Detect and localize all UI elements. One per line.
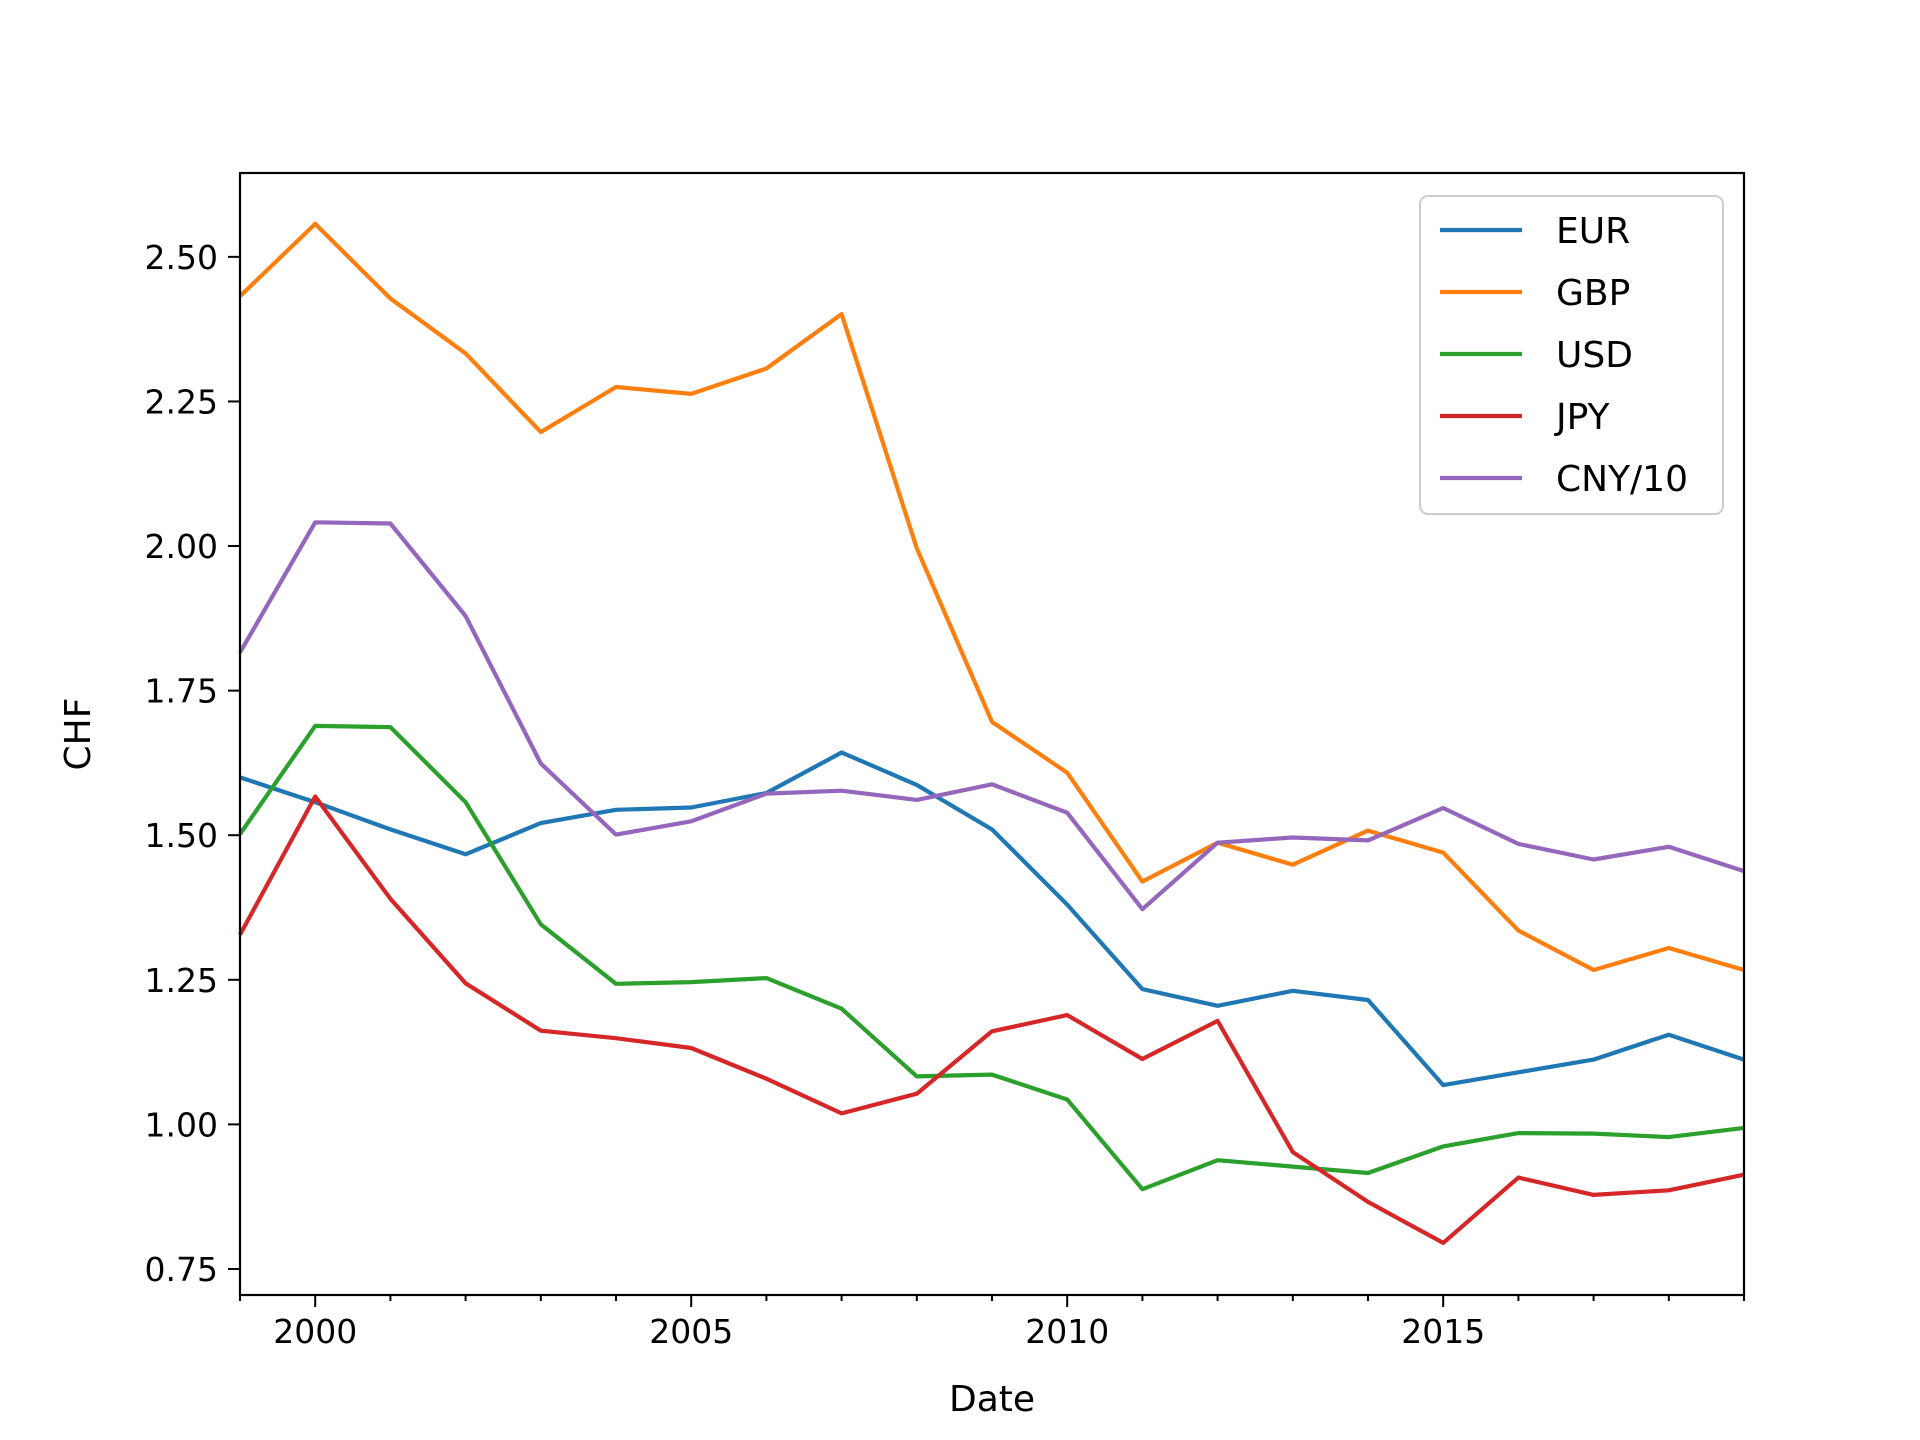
x-tick-label: 2000 <box>273 1312 357 1351</box>
x-tick-label: 2010 <box>1025 1312 1109 1351</box>
y-axis-ticks: 0.75 1.00 1.25 1.50 1.75 2.00 2.25 2.50 <box>145 238 240 1289</box>
series-line-usd <box>238 723 1745 1192</box>
x-tick-label: 2005 <box>649 1312 733 1351</box>
y-tick-label: 1.75 <box>145 672 218 711</box>
legend-label: USD <box>1556 335 1633 376</box>
legend-label: EUR <box>1556 211 1630 252</box>
series-line-jpy <box>238 794 1745 1246</box>
series-lines <box>238 221 1745 1246</box>
x-tick-label: 2015 <box>1401 1312 1485 1351</box>
legend-label: CNY/10 <box>1556 459 1688 500</box>
series-line-gbp <box>238 221 1745 973</box>
legend-label: GBP <box>1556 273 1630 314</box>
legend-box <box>1419 195 1724 515</box>
y-tick-label: 0.75 <box>145 1250 218 1289</box>
y-tick-label: 1.00 <box>145 1105 218 1144</box>
x-axis-label: Date <box>949 1379 1035 1420</box>
y-axis-label: CHF <box>58 698 99 771</box>
x-axis-ticks: 2000 2005 2010 2015 <box>239 1295 1745 1351</box>
y-tick-label: 2.50 <box>145 238 218 277</box>
series-line-cny-10 <box>238 520 1745 912</box>
y-tick-label: 2.00 <box>145 527 218 566</box>
y-tick-label: 2.25 <box>145 382 218 421</box>
y-tick-label: 1.50 <box>145 816 218 855</box>
legend-label: JPY <box>1554 397 1611 438</box>
y-tick-label: 1.25 <box>145 961 218 1000</box>
legend: EUR GBP USD JPY CNY/10 <box>1419 195 1724 515</box>
